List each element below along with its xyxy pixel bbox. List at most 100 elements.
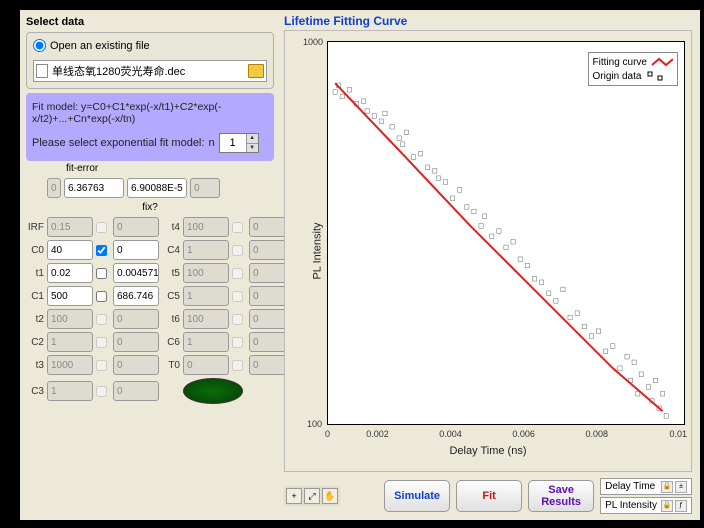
ytick-bottom: 100 bbox=[307, 419, 322, 429]
c1-r[interactable]: 686.746 bbox=[113, 286, 159, 306]
c3-cb bbox=[96, 386, 107, 397]
lbl-t2: t2 bbox=[26, 314, 44, 325]
crosshair-icon[interactable]: + bbox=[286, 488, 302, 504]
simulate-button[interactable]: Simulate bbox=[384, 480, 450, 512]
format-y-icon[interactable]: ƒ bbox=[675, 500, 687, 512]
t4-cb bbox=[232, 222, 243, 233]
action-row: + ⤢ ✋ Simulate Fit Save Results Delay Ti… bbox=[284, 476, 692, 516]
c0-r[interactable]: 0 bbox=[113, 240, 159, 260]
lbl-c0: C0 bbox=[26, 245, 44, 256]
fit-model-box: Fit model: y=C0+C1*exp(-x/t1)+C2*exp(-x/… bbox=[26, 93, 274, 161]
axis-x-label: Delay Time bbox=[605, 481, 655, 492]
fix-label: fix? bbox=[26, 202, 274, 213]
file-input-row[interactable] bbox=[33, 60, 267, 82]
plot-frame[interactable]: Fitting curve Origin data bbox=[327, 41, 685, 425]
t2-r: 0 bbox=[113, 309, 159, 329]
t1-v[interactable]: 0.02 bbox=[47, 263, 93, 283]
c1-cb[interactable] bbox=[96, 291, 107, 302]
select-data-title: Select data bbox=[26, 16, 274, 28]
c6-cb bbox=[232, 337, 243, 348]
lbl-c1: C1 bbox=[26, 291, 44, 302]
run-button[interactable] bbox=[183, 378, 243, 404]
app-window: Select data Open an existing file Fit mo… bbox=[20, 10, 700, 520]
irf-cb bbox=[96, 222, 107, 233]
xtick-5: 0.01 bbox=[669, 429, 687, 439]
n-spinner[interactable]: ▲▼ bbox=[219, 133, 259, 153]
lbl-t0: T0 bbox=[162, 360, 180, 371]
xtick-2: 0.004 bbox=[439, 429, 462, 439]
fit-formula: Fit model: y=C0+C1*exp(-x/t1)+C2*exp(-x/… bbox=[32, 101, 268, 125]
legend-origin-label: Origin data bbox=[593, 71, 642, 82]
err-v1[interactable]: 6.36763 bbox=[64, 178, 124, 198]
axis-y-label: PL Intensity bbox=[605, 500, 657, 511]
document-icon bbox=[36, 64, 48, 78]
xtick-0: 0 bbox=[325, 429, 330, 439]
chart-area: PL Intensity Delay Time (ns) 1000 100 0 … bbox=[284, 30, 692, 472]
param-grid: IRF 0.15 0 t4 100 0 C0 40 0 C4 1 0 t1 0.… bbox=[26, 217, 274, 404]
open-existing-label: Open an existing file bbox=[50, 40, 150, 52]
c4-v: 1 bbox=[183, 240, 229, 260]
lbl-t5: t5 bbox=[162, 268, 180, 279]
lbl-t3: t3 bbox=[26, 360, 44, 371]
hand-icon[interactable]: ✋ bbox=[322, 488, 338, 504]
open-existing-row[interactable]: Open an existing file bbox=[33, 39, 267, 52]
err-f1: 0 bbox=[47, 178, 61, 198]
x-axis-label: Delay Time (ns) bbox=[449, 445, 526, 457]
plot-svg bbox=[328, 42, 684, 424]
c2-cb bbox=[96, 337, 107, 348]
right-panel: Lifetime Fitting Curve PL Intensity Dela… bbox=[280, 10, 700, 520]
lock-y-icon[interactable]: 🔒 bbox=[661, 500, 673, 512]
lbl-t4: t4 bbox=[162, 222, 180, 233]
t4-v: 100 bbox=[183, 217, 229, 237]
c0-cb[interactable] bbox=[96, 245, 107, 256]
c1-v[interactable]: 500 bbox=[47, 286, 93, 306]
xtick-3: 0.006 bbox=[512, 429, 535, 439]
y-axis-label: PL Intensity bbox=[312, 222, 324, 279]
t3-v: 1000 bbox=[47, 355, 93, 375]
t0-v: 0 bbox=[183, 355, 229, 375]
legend-origin: Origin data bbox=[593, 69, 673, 83]
chart-tools: + ⤢ ✋ bbox=[284, 486, 340, 506]
lbl-c5: C5 bbox=[162, 291, 180, 302]
lbl-irf: IRF bbox=[26, 222, 44, 233]
save-results-button[interactable]: Save Results bbox=[528, 480, 594, 512]
axis-y-control[interactable]: PL Intensity 🔒 ƒ bbox=[600, 497, 692, 514]
error-row: 0 6.36763 6.90088E-5 0 bbox=[26, 178, 274, 198]
legend-fit-label: Fitting curve bbox=[593, 57, 647, 68]
t2-v: 100 bbox=[47, 309, 93, 329]
legend[interactable]: Fitting curve Origin data bbox=[588, 52, 678, 86]
xtick-4: 0.008 bbox=[585, 429, 608, 439]
lbl-t1: t1 bbox=[26, 268, 44, 279]
t1-cb[interactable] bbox=[96, 268, 107, 279]
axis-x-control[interactable]: Delay Time 🔒 ± bbox=[600, 478, 692, 495]
c0-v[interactable]: 40 bbox=[47, 240, 93, 260]
t0-cb bbox=[232, 360, 243, 371]
c2-r: 0 bbox=[113, 332, 159, 352]
n-value[interactable] bbox=[220, 134, 246, 152]
open-existing-radio[interactable] bbox=[33, 39, 46, 52]
folder-icon[interactable] bbox=[248, 64, 264, 78]
n-label: n bbox=[208, 137, 214, 149]
zoom-icon[interactable]: ⤢ bbox=[304, 488, 320, 504]
lbl-c2: C2 bbox=[26, 337, 44, 348]
scale-x-icon[interactable]: ± bbox=[675, 481, 687, 493]
c4-cb bbox=[232, 245, 243, 256]
lbl-c6: C6 bbox=[162, 337, 180, 348]
t6-v: 100 bbox=[183, 309, 229, 329]
c3-r: 0 bbox=[113, 381, 159, 401]
c5-cb bbox=[232, 291, 243, 302]
fit-error-label: fit-error bbox=[26, 163, 274, 174]
chart-title: Lifetime Fitting Curve bbox=[284, 14, 692, 28]
fit-button[interactable]: Fit bbox=[456, 480, 522, 512]
model-select-label: Please select exponential fit model: bbox=[32, 137, 204, 149]
file-box: Open an existing file bbox=[26, 32, 274, 89]
xtick-1: 0.002 bbox=[366, 429, 389, 439]
file-path-input[interactable] bbox=[50, 63, 246, 79]
c2-v: 1 bbox=[47, 332, 93, 352]
lock-icon[interactable]: 🔒 bbox=[661, 481, 673, 493]
irf-v: 0.15 bbox=[47, 217, 93, 237]
left-panel: Select data Open an existing file Fit mo… bbox=[20, 10, 280, 520]
t1-r[interactable]: 0.0045712 bbox=[113, 263, 159, 283]
t5-v: 100 bbox=[183, 263, 229, 283]
err-v2[interactable]: 6.90088E-5 bbox=[127, 178, 187, 198]
